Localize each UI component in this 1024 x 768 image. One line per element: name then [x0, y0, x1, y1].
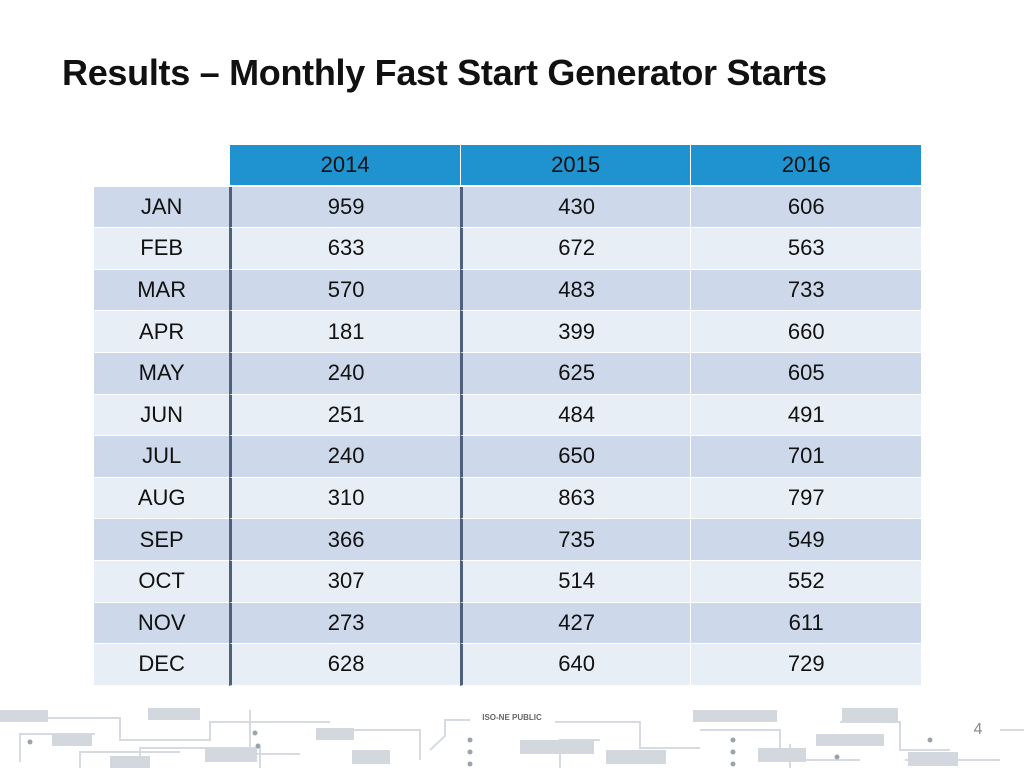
value-cell-2016: 606 — [690, 186, 921, 229]
table-row: NOV 273 427 611 — [94, 602, 921, 645]
column-header-2015: 2015 — [459, 145, 691, 187]
month-cell: JAN — [94, 186, 230, 229]
value-cell-2016: 552 — [690, 560, 921, 603]
month-cell: FEB — [94, 228, 230, 270]
value-cell-2014: 181 — [229, 311, 460, 353]
slide-title: Results – Monthly Fast Start Generator S… — [62, 52, 827, 93]
value-cell-2016: 605 — [690, 352, 921, 395]
value-cell-2015: 863 — [459, 477, 691, 520]
value-cell-2014: 273 — [229, 602, 460, 645]
value-cell-2015: 735 — [459, 519, 691, 561]
value-cell-2015: 625 — [459, 352, 691, 395]
table-row: AUG 310 863 797 — [94, 477, 921, 520]
table-corner-cell — [94, 145, 230, 187]
circuit-board-footer-graphic — [0, 708, 1024, 768]
value-cell-2016: 729 — [690, 644, 921, 686]
value-cell-2016: 549 — [690, 519, 921, 561]
value-cell-2014: 307 — [229, 560, 460, 603]
month-cell: SEP — [94, 519, 230, 561]
value-cell-2015: 484 — [459, 394, 691, 437]
table-row: FEB 633 672 563 — [94, 228, 921, 270]
month-cell: JUL — [94, 436, 230, 478]
value-cell-2015: 399 — [459, 311, 691, 353]
month-cell: JUN — [94, 394, 230, 437]
table-body: JAN 959 430 606 FEB 633 672 563 MAR 570 483 733 APR 1… — [94, 186, 921, 686]
value-cell-2014: 628 — [229, 644, 460, 686]
column-header-2016: 2016 — [690, 145, 921, 187]
value-cell-2014: 633 — [229, 228, 460, 270]
value-cell-2016: 611 — [690, 602, 921, 645]
value-cell-2014: 240 — [229, 436, 460, 478]
value-cell-2016: 563 — [690, 228, 921, 270]
table-row: MAR 570 483 733 — [94, 269, 921, 312]
classification-label: ISO-NE PUBLIC — [475, 709, 549, 727]
value-cell-2014: 366 — [229, 519, 460, 561]
value-cell-2015: 427 — [459, 602, 691, 645]
value-cell-2015: 483 — [459, 269, 691, 312]
value-cell-2015: 650 — [459, 436, 691, 478]
table-row: OCT 307 514 552 — [94, 560, 921, 603]
fast-start-starts-table: 2014 2015 2016 JAN 959 430 606 FEB 633 672 563 M… — [94, 145, 921, 686]
value-cell-2014: 959 — [229, 186, 460, 229]
value-cell-2016: 797 — [690, 477, 921, 520]
table-row: MAY 240 625 605 — [94, 352, 921, 395]
table-row: APR 181 399 660 — [94, 311, 921, 353]
value-cell-2015: 430 — [459, 186, 691, 229]
month-cell: MAR — [94, 269, 230, 312]
month-cell: NOV — [94, 602, 230, 645]
value-cell-2016: 660 — [690, 311, 921, 353]
value-cell-2014: 570 — [229, 269, 460, 312]
value-cell-2015: 514 — [459, 560, 691, 603]
value-cell-2014: 240 — [229, 352, 460, 395]
month-cell: OCT — [94, 560, 230, 603]
value-cell-2014: 310 — [229, 477, 460, 520]
month-cell: DEC — [94, 644, 230, 686]
column-header-2014: 2014 — [229, 145, 460, 187]
table-row: DEC 628 640 729 — [94, 644, 921, 686]
value-cell-2015: 672 — [459, 228, 691, 270]
value-cell-2015: 640 — [459, 644, 691, 686]
month-cell: APR — [94, 311, 230, 353]
table-row: SEP 366 735 549 — [94, 519, 921, 561]
page-number: 4 — [958, 712, 998, 748]
month-cell: MAY — [94, 352, 230, 395]
value-cell-2016: 491 — [690, 394, 921, 437]
value-cell-2016: 701 — [690, 436, 921, 478]
table-row: JAN 959 430 606 — [94, 186, 921, 229]
table-row: JUN 251 484 491 — [94, 394, 921, 437]
table-row: JUL 240 650 701 — [94, 436, 921, 478]
value-cell-2016: 733 — [690, 269, 921, 312]
table-header-row: 2014 2015 2016 — [94, 145, 921, 187]
month-cell: AUG — [94, 477, 230, 520]
value-cell-2014: 251 — [229, 394, 460, 437]
